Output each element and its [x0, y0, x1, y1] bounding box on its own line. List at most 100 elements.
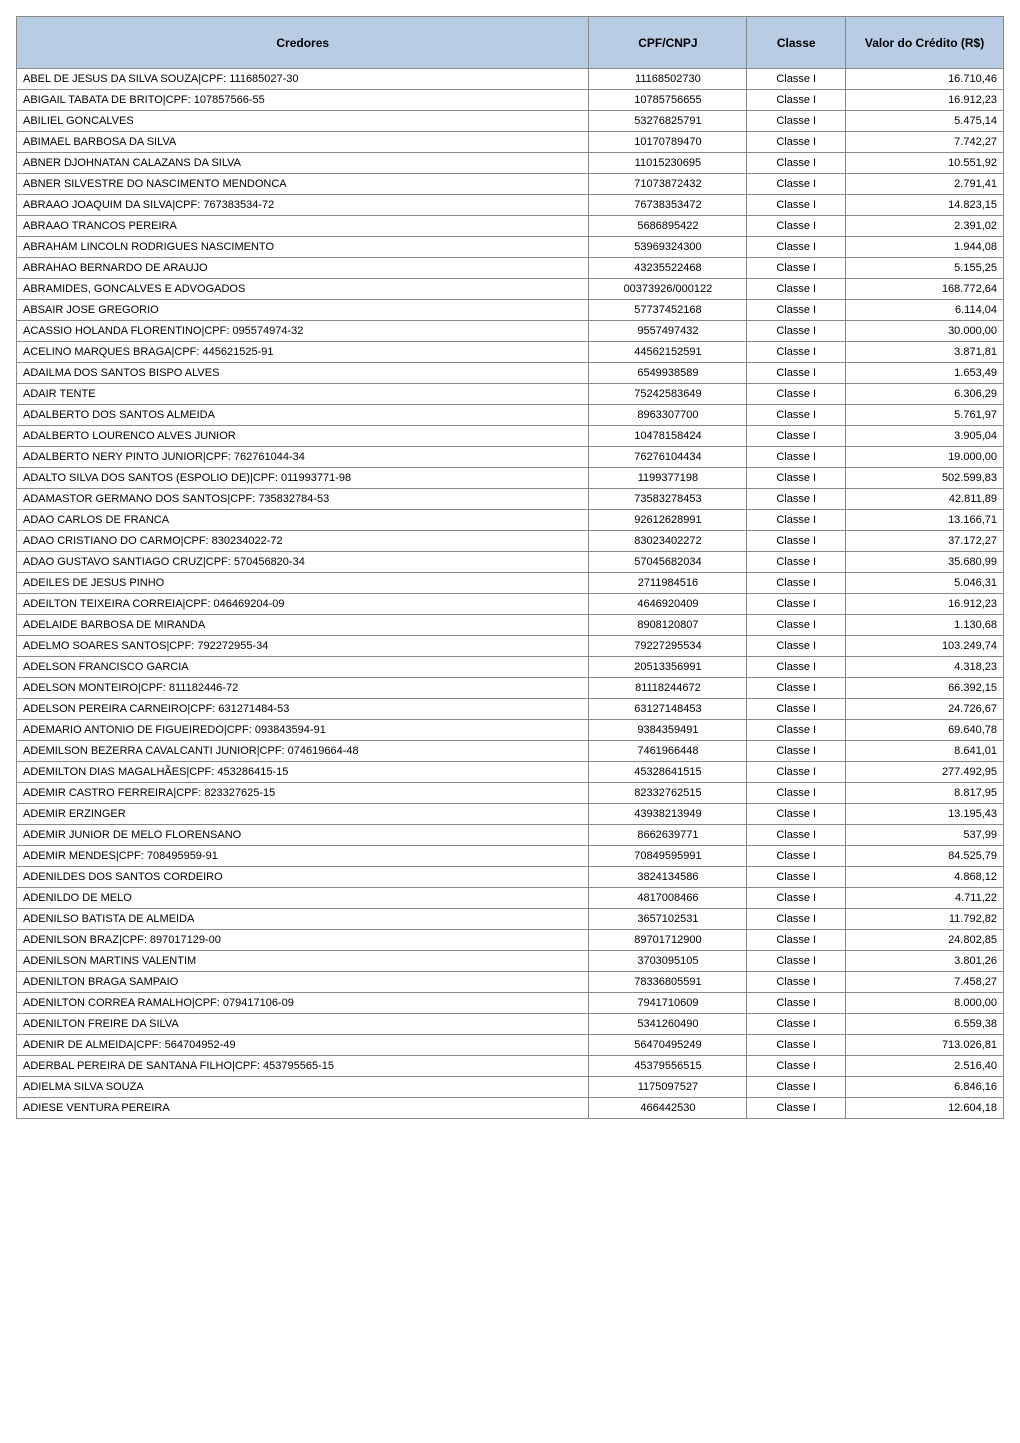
- table-row: ADERBAL PEREIRA DE SANTANA FILHO|CPF: 45…: [17, 1056, 1004, 1077]
- table-row: ADEMIR JUNIOR DE MELO FLORENSANO86626397…: [17, 825, 1004, 846]
- cell-valor: 42.811,89: [846, 489, 1004, 510]
- table-row: ABNER DJOHNATAN CALAZANS DA SILVA1101523…: [17, 153, 1004, 174]
- cell-classe: Classe I: [747, 111, 846, 132]
- cell-classe: Classe I: [747, 195, 846, 216]
- cell-credores: ABEL DE JESUS DA SILVA SOUZA|CPF: 111685…: [17, 69, 589, 90]
- cell-classe: Classe I: [747, 1014, 846, 1035]
- cell-classe: Classe I: [747, 237, 846, 258]
- col-header-classe: Classe: [747, 17, 846, 69]
- cell-valor: 4.868,12: [846, 867, 1004, 888]
- cell-cpf: 466442530: [589, 1098, 747, 1119]
- cell-credores: ADIELMA SILVA SOUZA: [17, 1077, 589, 1098]
- cell-classe: Classe I: [747, 1035, 846, 1056]
- cell-valor: 8.000,00: [846, 993, 1004, 1014]
- cell-credores: ADEMIR CASTRO FERREIRA|CPF: 823327625-15: [17, 783, 589, 804]
- cell-credores: ABNER SILVESTRE DO NASCIMENTO MENDONCA: [17, 174, 589, 195]
- table-row: ABNER SILVESTRE DO NASCIMENTO MENDONCA71…: [17, 174, 1004, 195]
- cell-valor: 35.680,99: [846, 552, 1004, 573]
- table-row: ADELSON PEREIRA CARNEIRO|CPF: 631271484-…: [17, 699, 1004, 720]
- cell-credores: ADENILDO DE MELO: [17, 888, 589, 909]
- cell-cpf: 53276825791: [589, 111, 747, 132]
- cell-valor: 7.458,27: [846, 972, 1004, 993]
- cell-cpf: 4646920409: [589, 594, 747, 615]
- cell-credores: ADALTO SILVA DOS SANTOS (ESPOLIO DE)|CPF…: [17, 468, 589, 489]
- table-row: ADENILTON BRAGA SAMPAIO78336805591Classe…: [17, 972, 1004, 993]
- cell-valor: 3.905,04: [846, 426, 1004, 447]
- cell-credores: ADEILTON TEIXEIRA CORREIA|CPF: 046469204…: [17, 594, 589, 615]
- cell-cpf: 76738353472: [589, 195, 747, 216]
- cell-cpf: 8908120807: [589, 615, 747, 636]
- cell-valor: 13.195,43: [846, 804, 1004, 825]
- table-row: ADENILDES DOS SANTOS CORDEIRO3824134586C…: [17, 867, 1004, 888]
- cell-credores: ABIGAIL TABATA DE BRITO|CPF: 107857566-5…: [17, 90, 589, 111]
- col-header-credores: Credores: [17, 17, 589, 69]
- cell-credores: ABRAAO JOAQUIM DA SILVA|CPF: 767383534-7…: [17, 195, 589, 216]
- cell-cpf: 3824134586: [589, 867, 747, 888]
- cell-cpf: 00373926/000122: [589, 279, 747, 300]
- cell-credores: ABRAHAO BERNARDO DE ARAUJO: [17, 258, 589, 279]
- cell-valor: 3.871,81: [846, 342, 1004, 363]
- cell-cpf: 6549938589: [589, 363, 747, 384]
- cell-credores: ADEMIR JUNIOR DE MELO FLORENSANO: [17, 825, 589, 846]
- table-row: ADIELMA SILVA SOUZA1175097527Classe I6.8…: [17, 1077, 1004, 1098]
- cell-classe: Classe I: [747, 174, 846, 195]
- cell-credores: ADENILTON FREIRE DA SILVA: [17, 1014, 589, 1035]
- table-row: ABIGAIL TABATA DE BRITO|CPF: 107857566-5…: [17, 90, 1004, 111]
- cell-classe: Classe I: [747, 426, 846, 447]
- cell-credores: ADENILSON MARTINS VALENTIM: [17, 951, 589, 972]
- table-row: ADAILMA DOS SANTOS BISPO ALVES6549938589…: [17, 363, 1004, 384]
- cell-valor: 10.551,92: [846, 153, 1004, 174]
- cell-credores: ADALBERTO NERY PINTO JUNIOR|CPF: 7627610…: [17, 447, 589, 468]
- cell-credores: ADEILES DE JESUS PINHO: [17, 573, 589, 594]
- cell-cpf: 9557497432: [589, 321, 747, 342]
- cell-credores: ADALBERTO LOURENCO ALVES JUNIOR: [17, 426, 589, 447]
- cell-cpf: 57045682034: [589, 552, 747, 573]
- cell-credores: ADAIR TENTE: [17, 384, 589, 405]
- cell-cpf: 71073872432: [589, 174, 747, 195]
- table-row: ABRAHAO BERNARDO DE ARAUJO43235522468Cla…: [17, 258, 1004, 279]
- cell-classe: Classe I: [747, 279, 846, 300]
- col-header-cpf: CPF/CNPJ: [589, 17, 747, 69]
- cell-classe: Classe I: [747, 531, 846, 552]
- table-row: ABILIEL GONCALVES53276825791Classe I5.47…: [17, 111, 1004, 132]
- cell-cpf: 53969324300: [589, 237, 747, 258]
- table-row: ADENILTON CORREA RAMALHO|CPF: 079417106-…: [17, 993, 1004, 1014]
- cell-valor: 1.130,68: [846, 615, 1004, 636]
- cell-credores: ADENIR DE ALMEIDA|CPF: 564704952-49: [17, 1035, 589, 1056]
- table-row: ADALBERTO DOS SANTOS ALMEIDA8963307700Cl…: [17, 405, 1004, 426]
- cell-credores: ADEMARIO ANTONIO DE FIGUEIREDO|CPF: 0938…: [17, 720, 589, 741]
- cell-cpf: 10170789470: [589, 132, 747, 153]
- cell-credores: ACASSIO HOLANDA FLORENTINO|CPF: 09557497…: [17, 321, 589, 342]
- cell-classe: Classe I: [747, 720, 846, 741]
- table-row: ADEMIR MENDES|CPF: 708495959-91708495959…: [17, 846, 1004, 867]
- cell-classe: Classe I: [747, 90, 846, 111]
- cell-classe: Classe I: [747, 258, 846, 279]
- cell-cpf: 1199377198: [589, 468, 747, 489]
- cell-cpf: 92612628991: [589, 510, 747, 531]
- cell-credores: ADENILTON BRAGA SAMPAIO: [17, 972, 589, 993]
- table-row: ADENILDO DE MELO4817008466Classe I4.711,…: [17, 888, 1004, 909]
- table-row: ADALBERTO LOURENCO ALVES JUNIOR104781584…: [17, 426, 1004, 447]
- cell-classe: Classe I: [747, 783, 846, 804]
- cell-valor: 11.792,82: [846, 909, 1004, 930]
- cell-cpf: 11168502730: [589, 69, 747, 90]
- cell-valor: 69.640,78: [846, 720, 1004, 741]
- cell-cpf: 57737452168: [589, 300, 747, 321]
- cell-classe: Classe I: [747, 1098, 846, 1119]
- cell-credores: ADELMO SOARES SANTOS|CPF: 792272955-34: [17, 636, 589, 657]
- cell-cpf: 10785756655: [589, 90, 747, 111]
- cell-valor: 502.599,83: [846, 468, 1004, 489]
- cell-valor: 537,99: [846, 825, 1004, 846]
- cell-valor: 5.155,25: [846, 258, 1004, 279]
- cell-classe: Classe I: [747, 909, 846, 930]
- cell-credores: ABSAIR JOSE GREGORIO: [17, 300, 589, 321]
- table-row: ADEILES DE JESUS PINHO2711984516Classe I…: [17, 573, 1004, 594]
- cell-classe: Classe I: [747, 447, 846, 468]
- cell-valor: 12.604,18: [846, 1098, 1004, 1119]
- table-row: ACELINO MARQUES BRAGA|CPF: 445621525-914…: [17, 342, 1004, 363]
- cell-valor: 24.802,85: [846, 930, 1004, 951]
- cell-cpf: 44562152591: [589, 342, 747, 363]
- cell-valor: 277.492,95: [846, 762, 1004, 783]
- cell-classe: Classe I: [747, 468, 846, 489]
- cell-valor: 6.306,29: [846, 384, 1004, 405]
